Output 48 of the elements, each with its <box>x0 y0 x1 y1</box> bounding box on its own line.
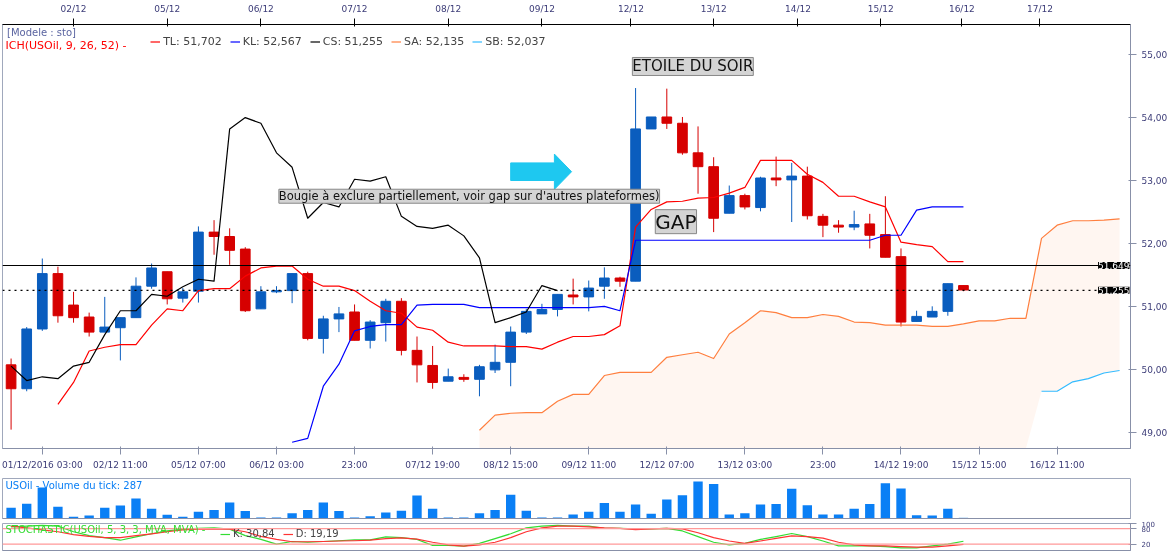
text: 02/12 <box>60 3 87 14</box>
y-tick-label: 53,00 <box>1141 176 1168 187</box>
x-tick-label: 16/12 11:00 <box>1029 459 1085 470</box>
x-tick-label: 15/12 15:00 <box>951 459 1007 470</box>
text: ICH(USOil, 9, 26, 52) - <box>5 38 127 52</box>
x-tick-label: 06/12 03:00 <box>249 459 305 470</box>
text: 06/12 <box>247 3 274 14</box>
ref-line-label: 51,255 <box>1098 285 1130 296</box>
x-tick-label: 08/12 15:00 <box>483 459 539 470</box>
y-tick-label: 52,00 <box>1141 238 1168 249</box>
annotation: ETOILE DU SOIR <box>632 57 754 76</box>
y-tick-label: 55,00 <box>1141 50 1168 61</box>
annotation: GAP <box>655 209 697 234</box>
x-tick-label: 07/12 19:00 <box>405 459 461 470</box>
text: 17/12 <box>1026 3 1053 14</box>
x-tick-label: 12/12 07:00 <box>639 459 695 470</box>
annotation: [Modele : sto] <box>7 27 77 39</box>
text: 09/12 <box>528 3 555 14</box>
text: 12/12 <box>617 3 644 14</box>
legend-label: SB: 52,037 <box>485 35 546 48</box>
legend-label: SA: 52,135 <box>404 35 465 48</box>
chart-title: USOil - Volume du tick: 287 <box>5 479 143 491</box>
x-tick-label: 09/12 11:00 <box>561 459 617 470</box>
legend-label: TL: 51,702 <box>163 35 222 48</box>
x-tick-label: 01/12/2016 03:00 <box>1 459 83 470</box>
legend-label: D: 19,19 <box>295 528 339 539</box>
y-tick-label: 51,00 <box>1141 301 1168 312</box>
x-tick-label: 14/12 19:00 <box>873 459 929 470</box>
y-tick-label: 50,00 <box>1141 364 1168 375</box>
text: 08/12 <box>435 3 462 14</box>
annotation: Bougie à exclure partiellement, voir gap sur d'autres plateformes) <box>278 189 660 204</box>
text: 16/12 <box>948 3 975 14</box>
text: 05/12 <box>154 3 181 14</box>
text: 07/12 <box>341 3 368 14</box>
x-tick-label: 23:00 <box>809 459 837 470</box>
y-tick-label: 54,00 <box>1141 113 1168 124</box>
x-tick-label: 02/12 11:00 <box>93 459 149 470</box>
y-tick-label: 49,00 <box>1141 427 1168 438</box>
legend-label: KL: 52,567 <box>242 35 302 48</box>
chart-title: STOCHASTIC(USOil, 5, 3, 3, MVA, MVA) - <box>5 523 206 535</box>
x-tick-label: 05/12 07:00 <box>171 459 227 470</box>
text: 13/12 <box>700 3 727 14</box>
text: 14/12 <box>784 3 811 14</box>
text: 15/12 <box>867 3 894 14</box>
x-tick-label: 23:00 <box>341 459 368 470</box>
ref-line-label: 51,649 <box>1098 261 1130 271</box>
x-tick-label: 13/12 03:00 <box>717 459 773 470</box>
legend-label: CS: 51,255 <box>322 35 384 48</box>
